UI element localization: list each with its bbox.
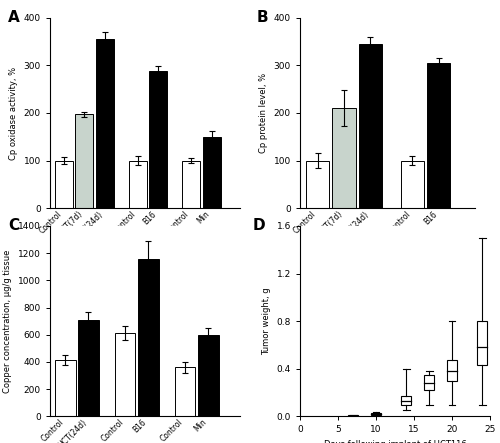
Bar bbox=[75, 114, 94, 208]
Bar bbox=[371, 413, 381, 415]
Bar bbox=[182, 161, 200, 208]
Y-axis label: Cp protein level, %: Cp protein level, % bbox=[259, 73, 268, 153]
Bar bbox=[478, 321, 488, 365]
Bar bbox=[149, 70, 168, 208]
Bar bbox=[447, 361, 457, 381]
Bar bbox=[115, 333, 136, 416]
Bar bbox=[400, 161, 424, 208]
Y-axis label: Cp oxidase activity, %: Cp oxidase activity, % bbox=[9, 66, 18, 159]
Text: D: D bbox=[252, 218, 265, 233]
Text: A: A bbox=[8, 10, 20, 25]
Bar bbox=[78, 320, 98, 416]
Bar bbox=[54, 161, 73, 208]
Text: C: C bbox=[8, 218, 20, 233]
Bar bbox=[175, 367, 196, 416]
Text: B: B bbox=[256, 10, 268, 25]
Bar bbox=[128, 161, 147, 208]
Bar bbox=[332, 108, 355, 208]
Bar bbox=[96, 39, 114, 208]
Bar bbox=[306, 161, 329, 208]
Y-axis label: Tumor weight, g: Tumor weight, g bbox=[262, 288, 271, 355]
Bar bbox=[358, 44, 382, 208]
Bar bbox=[55, 360, 76, 416]
Bar bbox=[402, 396, 411, 404]
X-axis label: Days following implant of HCT116: Days following implant of HCT116 bbox=[324, 440, 466, 443]
Bar bbox=[198, 335, 218, 416]
Y-axis label: Copper concentration, μg/g tissue: Copper concentration, μg/g tissue bbox=[4, 249, 13, 393]
Bar bbox=[424, 375, 434, 390]
Bar bbox=[427, 63, 450, 208]
Bar bbox=[138, 259, 158, 416]
Bar bbox=[202, 137, 221, 208]
